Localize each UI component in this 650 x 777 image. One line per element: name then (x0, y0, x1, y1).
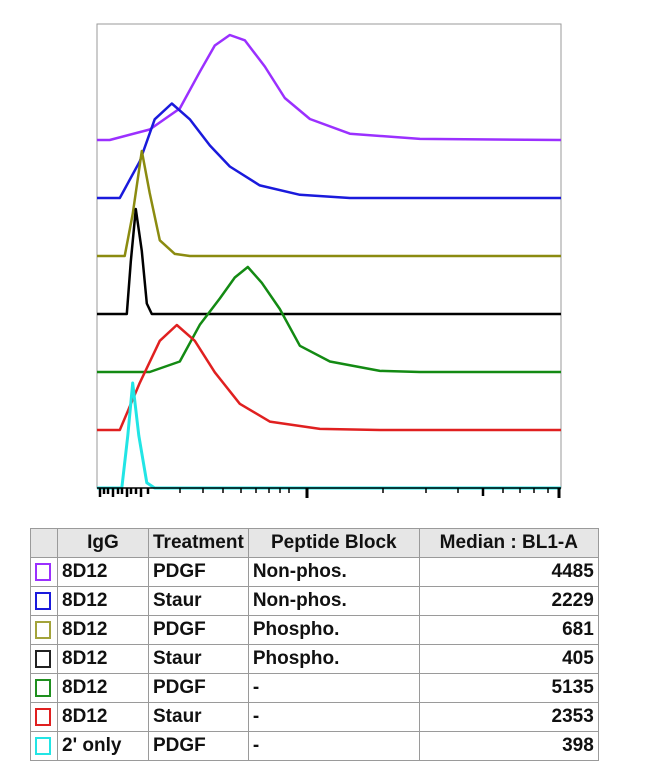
table-row: 8D12 Staur Non-phos. 2229 (30, 586, 599, 616)
treatment-cell: Staur (148, 644, 249, 674)
header-treatment: Treatment (148, 528, 249, 558)
legend-swatch-cell (30, 673, 58, 703)
legend-swatch-cell (30, 702, 58, 732)
igg-cell: 2' only (57, 731, 149, 761)
color-swatch (35, 736, 51, 755)
peptide-block-cell: - (247, 702, 420, 732)
table-row: 8D12 PDGF - 5135 (30, 673, 599, 703)
igg-cell: 8D12 (57, 586, 149, 616)
header-igg: IgG (57, 528, 149, 558)
igg-cell: 8D12 (57, 557, 149, 587)
header-swatch (30, 528, 58, 558)
histogram-series-0 (97, 33, 562, 142)
treatment-cell: PDGF (148, 731, 249, 761)
color-swatch (35, 591, 51, 610)
treatment-cell: Staur (148, 702, 249, 732)
legend-swatch-cell (30, 644, 58, 674)
legend-table: IgG Treatment Peptide Block Median : BL1… (30, 528, 599, 761)
color-swatch (35, 562, 51, 581)
color-swatch (35, 620, 51, 639)
median-cell: 398 (418, 731, 599, 761)
histogram-overlay-chart (96, 23, 562, 498)
histogram-series-3 (97, 207, 561, 316)
peptide-block-cell: Phospho. (247, 644, 420, 674)
median-cell: 681 (418, 615, 599, 645)
peptide-block-cell: Non-phos. (247, 557, 420, 587)
legend-swatch-cell (30, 731, 58, 761)
histogram-series-1 (97, 102, 561, 200)
igg-cell: 8D12 (57, 702, 149, 732)
igg-cell: 8D12 (57, 644, 149, 674)
table-header-row: IgG Treatment Peptide Block Median : BL1… (30, 528, 599, 558)
legend-swatch-cell (30, 557, 58, 587)
header-median: Median : BL1-A (418, 528, 599, 558)
legend-swatch-cell (30, 615, 58, 645)
treatment-cell: Staur (148, 586, 249, 616)
header-peptide-block: Peptide Block (247, 528, 420, 558)
peptide-block-cell: - (247, 731, 420, 761)
table-row: 8D12 PDGF Non-phos. 4485 (30, 557, 599, 587)
table-row: 8D12 Staur Phospho. 405 (30, 644, 599, 674)
histogram-series-6 (97, 381, 561, 490)
peptide-block-cell: Non-phos. (247, 586, 420, 616)
igg-cell: 8D12 (57, 673, 149, 703)
color-swatch (35, 707, 51, 726)
table-row: 2' only PDGF - 398 (30, 731, 599, 761)
histogram-series-2 (97, 149, 561, 258)
legend-swatch-cell (30, 586, 58, 616)
treatment-cell: PDGF (148, 673, 249, 703)
median-cell: 2353 (418, 702, 599, 732)
median-cell: 405 (418, 644, 599, 674)
median-cell: 4485 (418, 557, 599, 587)
color-swatch (35, 678, 51, 697)
histogram-series-4 (97, 265, 561, 374)
median-cell: 2229 (418, 586, 599, 616)
median-cell: 5135 (418, 673, 599, 703)
histogram-series-5 (97, 323, 561, 432)
table-row: 8D12 Staur - 2353 (30, 702, 599, 732)
peptide-block-cell: Phospho. (247, 615, 420, 645)
table-row: 8D12 PDGF Phospho. 681 (30, 615, 599, 645)
treatment-cell: PDGF (148, 615, 249, 645)
treatment-cell: PDGF (148, 557, 249, 587)
color-swatch (35, 649, 51, 668)
peptide-block-cell: - (247, 673, 420, 703)
igg-cell: 8D12 (57, 615, 149, 645)
